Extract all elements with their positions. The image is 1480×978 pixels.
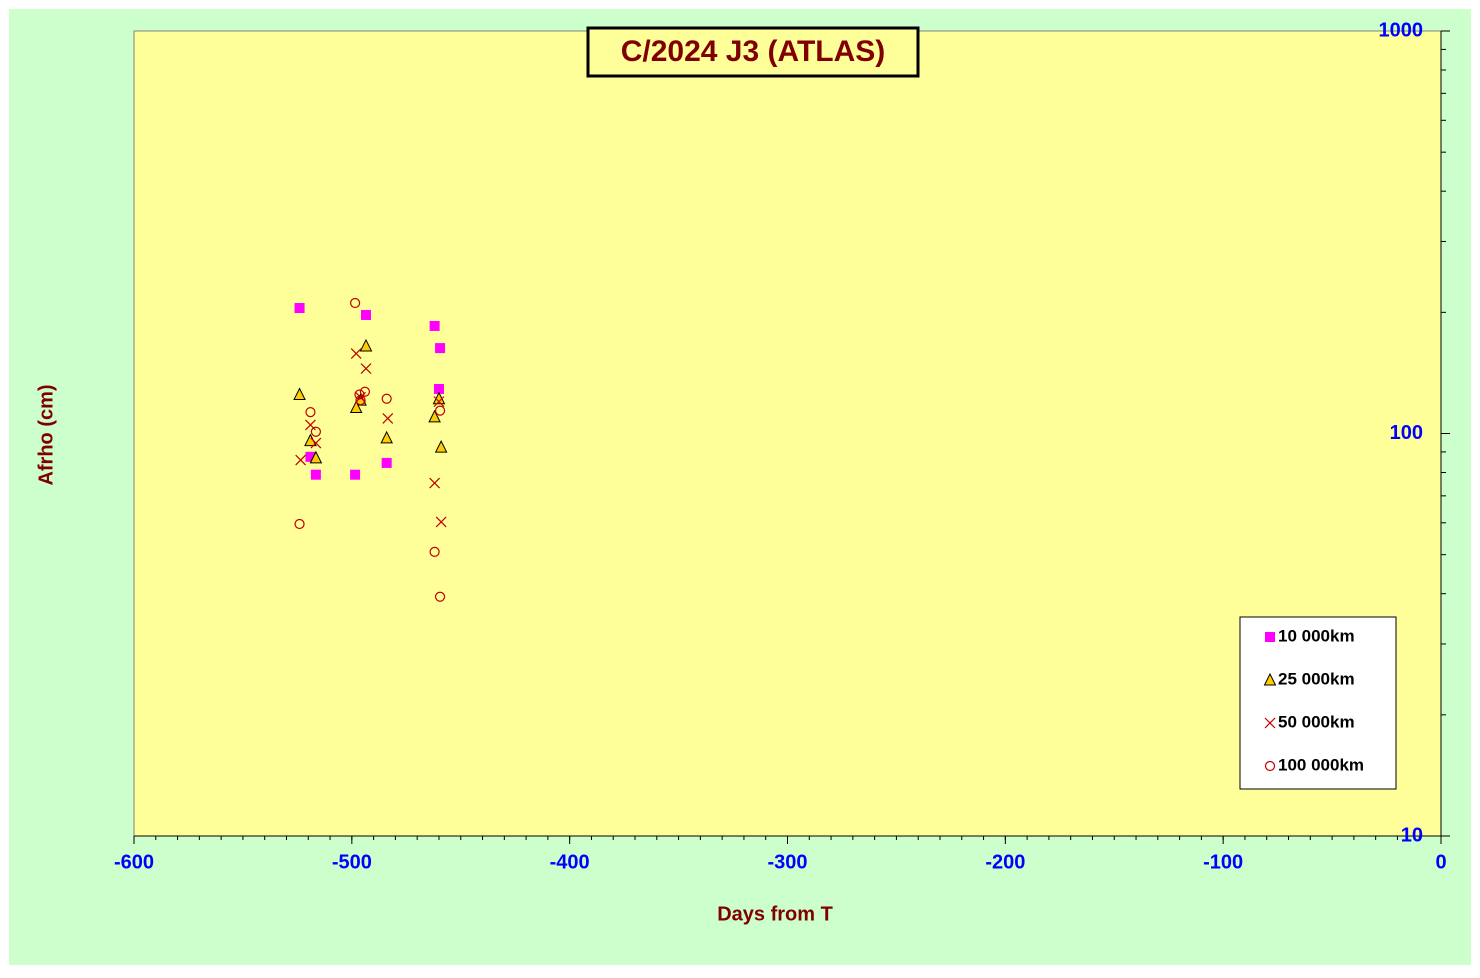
marker-circle — [350, 297, 361, 309]
marker-triangle — [428, 409, 441, 423]
marker-triangle — [359, 338, 373, 352]
marker-cross — [382, 413, 394, 424]
marker-triangle — [1263, 672, 1277, 686]
marker-square — [310, 469, 321, 480]
x-tick-label: -600 — [114, 851, 154, 873]
marker-circle — [1264, 760, 1276, 772]
legend-label: 25 000km — [1278, 669, 1355, 688]
x-tick-label: -400 — [550, 851, 590, 873]
y-axis-label: Afrho (cm) — [35, 384, 57, 485]
marker-square — [435, 343, 446, 354]
x-tick-label: -100 — [1203, 851, 1243, 873]
x-tick-label: 0 — [1435, 851, 1446, 873]
marker-square — [350, 469, 361, 480]
marker-square — [305, 451, 316, 462]
title-box — [586, 26, 920, 78]
marker-cross — [1264, 717, 1276, 729]
marker-circle — [381, 393, 392, 404]
marker-circle — [354, 389, 365, 400]
y-tick-label: 1000 — [1379, 19, 1424, 41]
y-tick-label: 100 — [1390, 422, 1423, 444]
marker-square — [360, 309, 371, 320]
marker-circle — [359, 386, 371, 397]
legend — [1239, 616, 1397, 790]
marker-circle — [305, 407, 316, 418]
marker-cross — [350, 348, 362, 359]
marker-cross — [429, 477, 441, 489]
x-tick-label: -300 — [767, 851, 807, 873]
marker-circle — [310, 426, 321, 437]
marker-triangle — [293, 387, 306, 400]
y-tick-label: 10 — [1401, 824, 1423, 846]
plot-area — [133, 30, 1442, 837]
marker-cross — [435, 516, 447, 528]
x-tick-label: -500 — [332, 851, 372, 873]
legend-label: 10 000km — [1278, 626, 1355, 645]
marker-cross — [305, 419, 316, 431]
marker-cross — [433, 396, 445, 408]
chart-title: C/2024 J3 (ATLAS) — [621, 35, 886, 68]
marker-cross — [295, 454, 307, 466]
marker-square — [429, 320, 440, 331]
marker-cross — [310, 437, 322, 449]
marker-triangle — [434, 440, 448, 453]
marker-circle — [434, 405, 446, 416]
marker-triangle — [309, 450, 323, 464]
marker-circle — [429, 546, 440, 557]
marker-square — [381, 457, 392, 468]
marker-square — [1265, 632, 1275, 642]
x-axis-label: Days from T — [717, 903, 833, 925]
legend-label: 50 000km — [1278, 712, 1355, 731]
marker-circle — [355, 395, 366, 406]
marker-circle — [294, 518, 305, 530]
marker-triangle — [349, 400, 363, 414]
marker-square — [294, 303, 305, 314]
marker-circle — [434, 591, 446, 602]
legend-label: 100 000km — [1278, 755, 1364, 774]
marker-square — [433, 383, 444, 394]
marker-triangle — [380, 430, 393, 444]
marker-cross — [360, 363, 372, 374]
x-tick-label: -200 — [985, 851, 1025, 873]
